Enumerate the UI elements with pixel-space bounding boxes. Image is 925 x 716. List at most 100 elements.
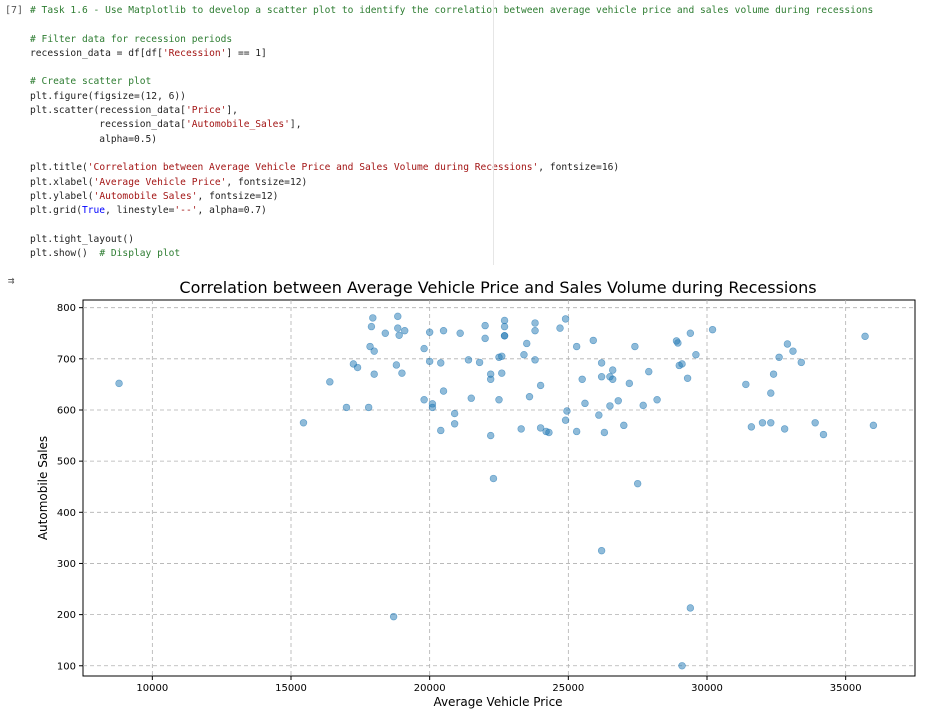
scatter-point <box>500 322 509 331</box>
scatter-point <box>589 336 597 345</box>
scatter-point <box>369 314 377 322</box>
scatter-point <box>366 342 374 351</box>
code-token: plt.xlabel( <box>30 176 94 188</box>
scatter-point <box>600 428 609 437</box>
scatter-point <box>420 344 428 353</box>
code-line <box>30 61 900 75</box>
code-token: plt.scatter(recession_data[ <box>30 105 186 117</box>
scatter-point <box>767 389 775 397</box>
code-token: , fontsize=12) <box>197 190 279 202</box>
code-token: 'Automobile Sales' <box>93 190 198 202</box>
code-line: plt.grid(True, linestyle='--', alpha=0.7… <box>30 204 900 218</box>
code-token: plt.title( <box>30 162 88 174</box>
code-token: ], <box>226 105 238 117</box>
scatter-point <box>674 339 682 347</box>
code-line: plt.ylabel('Automobile Sales', fontsize=… <box>30 190 900 204</box>
code-token: True <box>81 205 106 217</box>
x-axis-ticks: 10000 15000 20000 25000 30000 35000 <box>136 676 862 694</box>
scatter-point <box>420 396 428 404</box>
code-token: plt.grid( <box>30 205 82 217</box>
scatter-point <box>520 351 528 359</box>
scatter-point <box>481 321 489 330</box>
code-token: recession_data[ <box>30 119 186 131</box>
code-token: alpha=0.5) <box>30 133 158 145</box>
scatter-point <box>486 431 495 440</box>
y-tick-label: 400 <box>57 508 76 519</box>
code-line: plt.xlabel('Average Vehicle Price', font… <box>30 176 900 190</box>
x-tick-label: 25000 <box>552 683 584 694</box>
code-token: 'Correlation between Average Vehicle Pri… <box>87 162 539 174</box>
scatter-point <box>536 424 545 432</box>
scatter-point <box>475 358 484 367</box>
scatter-point <box>789 347 797 355</box>
code-editor[interactable]: # Task 1.6 - Use Matplotlib to develop a… <box>30 4 900 261</box>
scatter-point <box>394 324 402 332</box>
scatter-point <box>686 604 695 612</box>
scatter-point <box>450 420 459 428</box>
code-token: , fontsize=12) <box>226 176 308 188</box>
code-line: plt.figure(figsize=(12, 6)) <box>30 90 900 104</box>
scatter-point <box>392 361 401 369</box>
code-token: , fontsize=16) <box>538 162 620 174</box>
y-tick-label: 300 <box>57 559 76 570</box>
editor-ruler-line <box>493 0 494 265</box>
scatter-point <box>437 359 445 367</box>
scatter-point <box>609 366 617 374</box>
scatter-point <box>498 369 506 377</box>
code-token: 'Automobile_Sales' <box>185 119 290 131</box>
code-line: recession_data['Automobile_Sales'], <box>30 118 900 132</box>
scatter-point <box>742 380 750 389</box>
code-line: plt.show() # Display plot <box>30 247 900 261</box>
code-cell[interactable]: [7] # Task 1.6 - Use Matplotlib to devel… <box>0 0 925 265</box>
scatter-point <box>556 324 564 332</box>
scatter-point <box>633 479 642 488</box>
scatter-point <box>428 400 437 408</box>
scatter-point <box>486 370 495 378</box>
output-toggle-icon[interactable]: ⇉ <box>7 274 15 287</box>
scatter-point <box>572 427 581 436</box>
code-token: plt.figure(figsize=(12, 6)) <box>30 90 186 102</box>
scatter-point <box>561 315 570 323</box>
scatter-point <box>561 416 570 424</box>
scatter-point <box>342 403 351 412</box>
scatter-point <box>425 357 434 366</box>
scatter-point <box>425 328 434 336</box>
scatter-point <box>645 367 653 376</box>
y-tick-label: 100 <box>57 661 76 672</box>
scatter-point <box>531 319 539 327</box>
scatter-point <box>578 375 586 383</box>
code-line: # Create scatter plot <box>30 75 900 89</box>
code-line: # Filter data for recession periods <box>30 33 900 47</box>
code-token: # Create scatter plot <box>30 76 152 88</box>
scatter-point <box>364 403 373 412</box>
scatter-point <box>653 396 661 404</box>
code-line: recession_data = df[df['Recession'] == 1… <box>30 47 900 61</box>
chart-title: Correlation between Average Vehicle Pric… <box>179 278 816 297</box>
code-token: 'Average Vehicle Price' <box>93 176 227 188</box>
scatter-point <box>692 351 700 359</box>
scatter-point <box>545 428 553 437</box>
x-tick-label: 15000 <box>275 683 307 694</box>
code-token: '--' <box>174 205 198 217</box>
scatter-point <box>531 356 539 364</box>
scatter-point <box>625 379 634 388</box>
scatter-point <box>614 397 622 405</box>
y-axis-ticks: 100 200 300 400 500 600 700 800 <box>57 303 83 672</box>
code-line <box>30 218 900 232</box>
scatter-point <box>394 312 402 321</box>
x-tick-label: 10000 <box>136 683 168 694</box>
x-tick-label: 35000 <box>830 683 862 694</box>
cell-execution-count: [7] <box>5 5 24 16</box>
scatter-point <box>536 381 545 390</box>
code-line: plt.title('Correlation between Average V… <box>30 161 900 175</box>
data-points <box>115 312 878 670</box>
plot-area <box>82 299 916 677</box>
scatter-point <box>495 396 503 404</box>
scatter-point <box>398 369 406 377</box>
scatter-point <box>595 411 603 419</box>
y-tick-label: 500 <box>57 457 76 468</box>
y-tick-label: 700 <box>57 354 76 365</box>
scatter-point <box>370 370 378 378</box>
y-axis-label: Automobile Sales <box>36 436 50 540</box>
scatter-point <box>609 375 617 383</box>
